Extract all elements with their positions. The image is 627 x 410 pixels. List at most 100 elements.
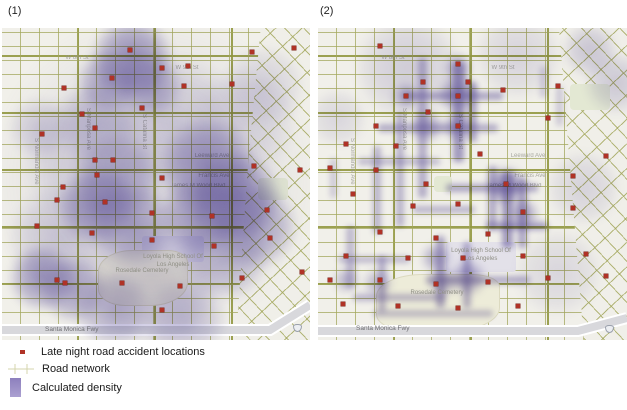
street-name-label: W 8th St	[65, 55, 89, 61]
density-band	[556, 86, 563, 126]
accident-point	[571, 174, 575, 178]
accident-point	[160, 308, 164, 312]
accident-point	[456, 306, 460, 310]
density-blob	[333, 267, 359, 293]
accident-point	[328, 278, 332, 282]
accident-point	[411, 204, 415, 208]
density-band	[330, 158, 337, 198]
accident-point	[140, 106, 144, 110]
accident-point	[186, 64, 190, 68]
accident-point	[212, 244, 216, 248]
freeway-road	[2, 299, 310, 336]
accident-point	[378, 44, 382, 48]
accident-point	[250, 50, 254, 54]
accident-point	[394, 144, 398, 148]
accident-point	[230, 82, 234, 86]
accident-point	[546, 116, 550, 120]
accident-point	[434, 282, 438, 286]
panel-2-label: (2)	[320, 5, 334, 17]
accident-point	[90, 231, 94, 235]
density-blob	[55, 81, 139, 165]
park-area	[570, 84, 610, 110]
density-blob	[443, 53, 473, 83]
accident-point	[486, 280, 490, 284]
street-name-label: S Normandie Ave	[349, 138, 355, 185]
accident-point	[344, 142, 348, 146]
accident-point	[128, 48, 132, 52]
density-blob	[210, 182, 298, 270]
accident-point	[434, 236, 438, 240]
accident-point	[404, 94, 408, 98]
accident-point	[421, 80, 425, 84]
accident-point	[396, 304, 400, 308]
density-blob	[40, 256, 108, 324]
accident-point	[378, 278, 382, 282]
accident-point	[466, 80, 470, 84]
accident-point	[456, 202, 460, 206]
density-band	[373, 146, 381, 234]
street-name-label: W 8th St	[381, 55, 405, 61]
accident-point	[210, 214, 214, 218]
accident-point	[40, 132, 44, 136]
freeway-shield-icon	[605, 325, 614, 333]
legend-item-accidents: Late night road accident locations	[14, 346, 205, 358]
cemetery-label: Rosedale Cemetery	[410, 290, 464, 296]
legend-label: Late night road accident locations	[41, 346, 205, 358]
density-band	[468, 82, 477, 142]
accident-point	[265, 208, 269, 212]
density-blob	[473, 28, 563, 101]
density-band	[396, 112, 404, 227]
accident-point	[150, 211, 154, 215]
legend-label: Calculated density	[32, 381, 122, 394]
street-name-label: W 9th St	[491, 65, 515, 71]
density-blob	[318, 88, 368, 148]
accident-point	[120, 281, 124, 285]
density-blob	[179, 211, 269, 301]
density-band	[540, 66, 547, 98]
cemetery-label: Rosedale Cemetery	[115, 268, 169, 274]
accident-point-icon	[20, 350, 25, 354]
density-band	[413, 206, 475, 213]
density-blob	[507, 198, 539, 230]
accident-point	[55, 198, 59, 202]
accident-point	[344, 254, 348, 258]
school-label: Loyola High School Of Los Angeles	[143, 254, 203, 268]
accident-point	[504, 182, 508, 186]
accident-point	[110, 76, 114, 80]
density-blob	[140, 276, 228, 340]
accident-point	[35, 224, 39, 228]
accident-point	[521, 210, 525, 214]
density-blob	[74, 270, 154, 340]
legend-item-road-network: Road network	[8, 363, 110, 375]
accident-point	[328, 166, 332, 170]
freeway-shield-icon	[293, 324, 302, 332]
accident-points-layer	[318, 28, 627, 340]
density-blob	[513, 228, 603, 318]
accident-point	[240, 276, 244, 280]
density-swatch-icon	[10, 378, 21, 397]
accident-point	[456, 94, 460, 98]
density-blob	[222, 44, 306, 128]
accident-point	[374, 124, 378, 128]
density-band	[353, 294, 445, 301]
accident-point	[374, 168, 378, 172]
density-band	[378, 256, 386, 312]
accident-point	[300, 270, 304, 274]
street-name-label: Leeward Ave	[510, 153, 546, 159]
accident-point	[424, 182, 428, 186]
accident-point	[571, 206, 575, 210]
density-blob	[562, 28, 618, 78]
density-blob	[76, 50, 140, 114]
accident-point	[426, 110, 430, 114]
road-network-icon	[8, 364, 34, 374]
street-name-label: S Catalina St	[141, 114, 147, 150]
legend-label: Road network	[42, 363, 110, 375]
accident-point	[486, 232, 490, 236]
accident-point	[341, 302, 345, 306]
freeway-label: Santa Monica Fwy	[356, 325, 410, 332]
accident-point	[584, 252, 588, 256]
accident-point	[604, 274, 608, 278]
accident-point	[516, 304, 520, 308]
density-blob	[115, 52, 183, 120]
street-name-label: Francis Ave	[514, 173, 546, 179]
